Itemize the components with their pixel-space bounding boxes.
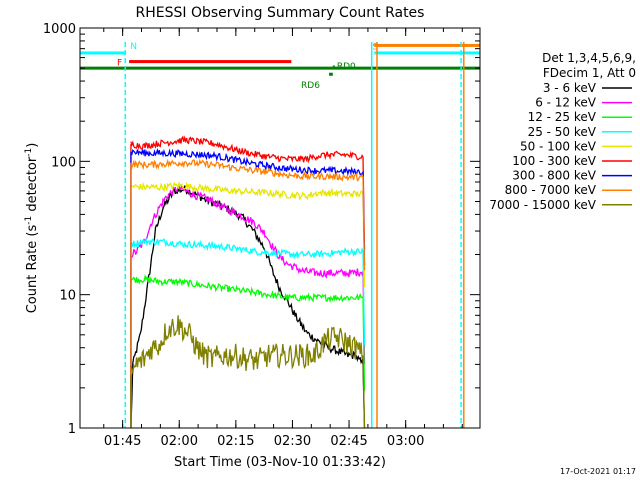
flag-bar [129,60,292,64]
series-line [130,180,366,288]
legend-header-line: Det 1,3,4,5,6,9, [542,51,636,65]
y-axis-label-superscript: -1 [24,148,34,157]
x-tick-label: 02:15 [217,434,254,449]
legend-label: 50 - 100 keV [520,139,597,153]
series-layer [130,135,366,429]
legend-label: 800 - 7000 keV [505,183,597,197]
x-tick-label: 01:45 [104,434,141,449]
y-axis-label-part: detector [25,156,40,216]
flag-label: RD0 [337,62,356,72]
legend-label: 6 - 12 keV [535,96,597,110]
y-axis-label: Count Rate (s-1 detector-1) [24,143,40,314]
legend: Det 1,3,4,5,6,9, FDecim 1, Att 0 3 - 6 k… [489,51,636,212]
legend-label: 12 - 25 keV [528,110,597,124]
x-tick-label: 02:00 [161,434,198,449]
footer-timestamp: 17-Oct-2021 01:17 [560,467,636,476]
flag-bar [80,51,126,55]
y-tick-label: 10 [59,289,76,304]
y-axis-label-part: ) [25,143,40,148]
series-line [130,273,366,391]
flag-label: RD6 [301,81,320,91]
x-axis-label: Start Time (03-Nov-10 01:33:42) [174,455,386,470]
plot-frame [79,27,481,429]
legend-label: 25 - 50 keV [528,125,597,139]
series-line [130,158,366,271]
series-line [130,147,366,266]
series-line [130,237,366,345]
x-tick-label: 02:30 [274,434,311,449]
flag-bar [374,43,480,47]
flag-bar [80,66,480,70]
vlines-layer [124,42,465,428]
legend-label: 100 - 300 keV [512,154,596,168]
series-line [130,185,366,429]
y-axis-label-part: Count Rate (s [25,225,40,314]
y-axis-label-superscript: -1 [24,216,34,225]
legend-label: 300 - 800 keV [512,169,596,183]
legend-header-line: FDecim 1, Att 0 [543,66,636,80]
series-line [130,315,366,429]
y-tick-label: 1000 [43,22,76,37]
flag-bar [332,65,335,69]
series-line [130,183,366,365]
legend-label: 7000 - 15000 keV [489,198,596,212]
flag-bar [329,72,333,76]
flag-label: F [117,59,122,69]
legend-label: 3 - 6 keV [543,81,597,95]
y-tick-label: 100 [51,155,76,170]
x-tick-label: 03:00 [387,434,424,449]
flag-label: S [372,42,378,52]
flag-bar [374,51,480,55]
axes-layer: 01:45 02:00 02:15 02:30 02:45 03:00 1 10 100 1000 [43,22,480,449]
chart-title: RHESSI Observing Summary Count Rates [136,5,425,21]
flags-layer: NF RD6 RD0 S [80,42,480,91]
series-line [130,135,366,251]
x-tick-label: 02:45 [330,434,367,449]
y-tick-label: 1 [68,422,76,437]
flag-label: N [130,42,137,52]
